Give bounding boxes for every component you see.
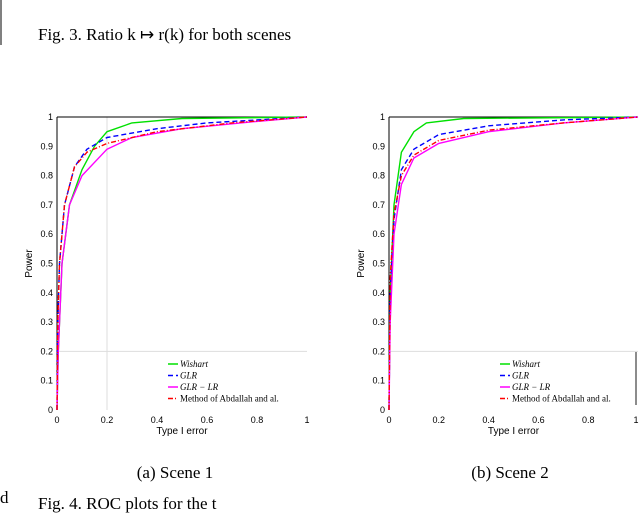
x-tick-label: 0.2 (101, 415, 114, 425)
x-tick-label: 0.2 (433, 415, 446, 425)
x-axis-label: Type I error (488, 426, 540, 437)
legend-label: GLR (180, 371, 198, 381)
y-tick-label: 0.8 (372, 171, 385, 181)
y-tick-label: 0.1 (40, 376, 53, 386)
y-axis-label: Power (24, 249, 35, 278)
y-tick-label: 0.8 (40, 171, 53, 181)
y-tick-label: 0.5 (372, 259, 385, 269)
y-tick-label: 1 (380, 112, 385, 122)
y-tick-label: 0.9 (40, 141, 53, 151)
x-tick-label: 0.8 (582, 415, 595, 425)
y-tick-label: 0.1 (372, 376, 385, 386)
margin-letter: d (0, 488, 9, 507)
y-tick-label: 0 (48, 405, 53, 415)
legend-label: GLR − LR (180, 382, 219, 392)
y-tick-label: 0 (380, 405, 385, 415)
legend-label: Method of Abdallah and al. (180, 394, 279, 404)
legend-label: Wishart (180, 359, 209, 369)
x-tick-label: 1 (633, 415, 638, 425)
roc-chart-1: 0 0.1 0.2 0.3 0.4 0.5 0.6 0.7 0.8 0.9 1 0 0.2 0.4 0.6 0… (24, 112, 310, 437)
legend-label: Method of Abdallah and al. (512, 394, 611, 404)
x-tick-label: 0 (54, 415, 59, 425)
series-line-method-of-abdallah-and-al- (388, 116, 639, 411)
legend-label: GLR (512, 371, 530, 381)
header-caption: Fig. 3. Ratio k ↦ r(k) for both scenes (38, 25, 291, 44)
y-tick-label: 0.7 (40, 200, 53, 210)
legend-label: Wishart (512, 359, 541, 369)
legend-label: GLR − LR (512, 382, 551, 392)
y-tick-label: 0.3 (372, 317, 385, 327)
y-tick-label: 0.2 (40, 346, 53, 356)
y-tick-label: 0.5 (40, 259, 53, 269)
x-tick-label: 0.6 (532, 415, 545, 425)
y-axis-label: Power (356, 249, 367, 278)
y-tick-label: 0.9 (372, 141, 385, 151)
x-tick-label: 0.4 (151, 415, 164, 425)
caption-scene-1: (a) Scene 1 (137, 463, 213, 482)
y-tick-label: 0.6 (40, 229, 53, 239)
y-tick-label: 1 (48, 112, 53, 122)
series-line-method-of-abdallah-and-al- (56, 116, 308, 411)
x-tick-label: 0.6 (201, 415, 214, 425)
series-line-glr (388, 116, 639, 411)
footer-caption: Fig. 4. ROC plots for the t (38, 494, 217, 513)
y-tick-label: 0.7 (372, 200, 385, 210)
y-tick-label: 0.3 (40, 317, 53, 327)
y-tick-label: 0.4 (40, 288, 53, 298)
series-line-glr-lr (388, 116, 639, 411)
x-axis-label: Type I error (156, 426, 208, 437)
y-tick-label: 0.4 (372, 288, 385, 298)
y-tick-label: 0.2 (372, 346, 385, 356)
x-tick-label: 0.4 (482, 415, 495, 425)
x-tick-label: 1 (304, 415, 309, 425)
y-tick-label: 0.6 (372, 229, 385, 239)
roc-chart-2: 0 0.1 0.2 0.3 0.4 0.5 0.6 0.7 0.8 0.9 1 0 0.2 0.4 0.6 0… (356, 112, 639, 437)
x-tick-label: 0.8 (251, 415, 264, 425)
x-tick-label: 0 (386, 415, 391, 425)
caption-scene-2: (b) Scene 2 (471, 463, 548, 482)
